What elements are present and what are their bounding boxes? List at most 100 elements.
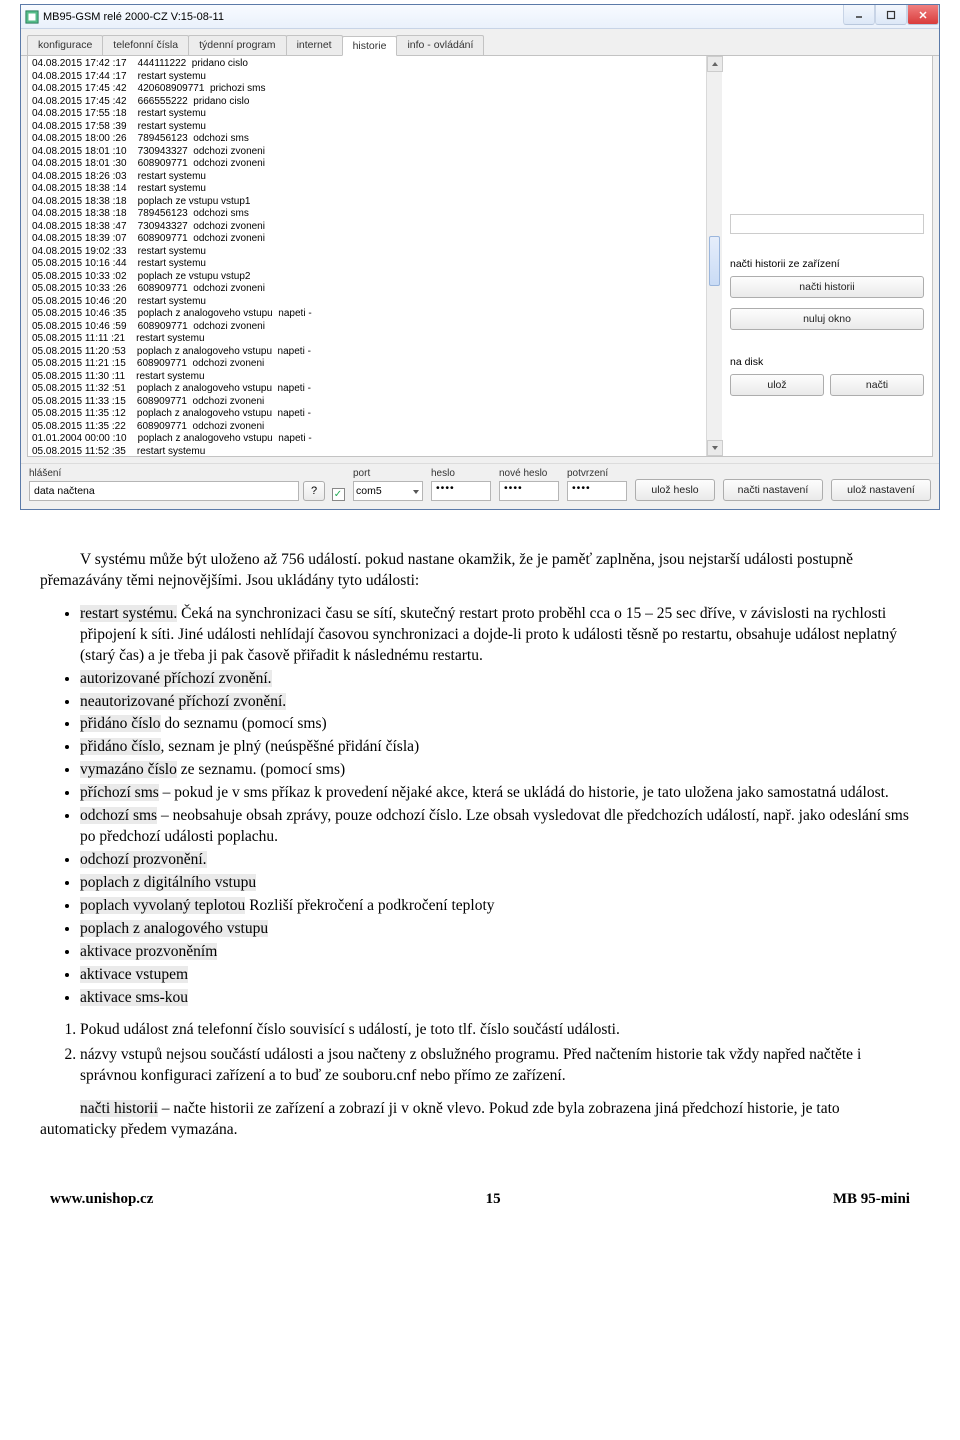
tab-tydenni-program[interactable]: týdenní program (188, 35, 286, 55)
load-button[interactable]: načti (830, 374, 924, 396)
log-line: 05.08.2015 11:20 :53 poplach z analogove… (32, 346, 702, 359)
port-checkbox[interactable] (332, 488, 345, 501)
history-from-device-label: načti historii ze zařízení (730, 258, 924, 270)
log-line: 05.08.2015 10:33 :02 poplach ze vstupu v… (32, 271, 702, 284)
tab-historie[interactable]: historie (342, 36, 398, 56)
bottom-bar: hlášení ? port com5 heslo •••• (21, 463, 939, 509)
log-line: 04.08.2015 18:01 :30 608909771 odchozi z… (32, 158, 702, 171)
list-item-rest: – pokud je v sms příkaz k provedení něja… (159, 784, 889, 801)
hlaseni-input[interactable] (29, 481, 299, 501)
maximize-button[interactable] (875, 5, 907, 25)
log-scrollbar[interactable] (706, 56, 722, 456)
log-line: 05.08.2015 11:21 :15 608909771 odchozi z… (32, 358, 702, 371)
uloz-nastaveni-button[interactable]: ulož nastavení (831, 479, 931, 501)
log-line: 04.08.2015 17:58 :39 restart systemu (32, 121, 702, 134)
highlight-term: poplach vyvolaný teplotou (80, 897, 245, 914)
potvrzeni-input[interactable]: •••• (567, 481, 627, 501)
log-line: 05.08.2015 11:11 :21 restart systemu (32, 333, 702, 346)
list-item: neautorizované příchozí zvonění. (80, 692, 920, 713)
list-item: poplach z digitálního vstupu (80, 873, 920, 894)
tab-konfigurace[interactable]: konfigurace (27, 35, 103, 55)
titlebar: MB95-GSM relé 2000-CZ V:15-08-11 (21, 5, 939, 29)
highlight-term: poplach z analogového vstupu (80, 920, 268, 937)
log-line: 04.08.2015 18:38 :47 730943327 odchozi z… (32, 221, 702, 234)
document-body: V systému může být uloženo až 756 událos… (40, 550, 920, 1141)
to-disk-label: na disk (730, 356, 924, 368)
doc-para-nacti-historii: načti historii – načte historii ze zaříz… (40, 1099, 920, 1141)
log-line: 04.08.2015 19:02 :33 restart systemu (32, 246, 702, 259)
scroll-down-icon[interactable] (707, 440, 723, 456)
log-line: 04.08.2015 18:01 :10 730943327 odchozi z… (32, 146, 702, 159)
footer-right: MB 95-mini (833, 1191, 910, 1208)
right-panel: načti historii ze zařízení načti histori… (722, 56, 932, 456)
nacti-nastaveni-button[interactable]: načti nastavení (723, 479, 823, 501)
tabstrip: konfigurace telefonní čísla týdenní prog… (21, 29, 939, 56)
list-item: vymazáno číslo ze seznamu. (pomocí sms) (80, 760, 920, 781)
footer-left: www.unishop.cz (50, 1191, 153, 1208)
heslo-label: heslo (431, 468, 491, 479)
clear-window-button[interactable]: nuluj okno (730, 308, 924, 330)
port-label: port (353, 468, 423, 479)
nove-heslo-label: nové heslo (499, 468, 559, 479)
tab-body-historie: 04.08.2015 17:42 :17 444111222 pridano c… (27, 56, 933, 457)
heslo-input[interactable]: •••• (431, 481, 491, 501)
tab-telefonni-cisla[interactable]: telefonní čísla (102, 35, 189, 55)
log-line: 04.08.2015 17:45 :42 666555222 pridano c… (32, 96, 702, 109)
close-button[interactable] (907, 5, 939, 25)
list-item: autorizované příchozí zvonění. (80, 669, 920, 690)
numbered-item: Pokud událost zná telefonní číslo souvis… (80, 1020, 920, 1041)
list-item-rest: Čeká na synchronizaci času se sítí, skut… (80, 605, 897, 664)
scroll-up-icon[interactable] (707, 56, 723, 72)
log-line: 04.08.2015 18:00 :26 789456123 odchozi s… (32, 133, 702, 146)
log-line: 05.08.2015 11:35 :22 608909771 odchozi z… (32, 421, 702, 434)
footer-center: 15 (486, 1191, 501, 1208)
doc-intro: V systému může být uloženo až 756 událos… (40, 550, 920, 592)
log-line: 05.08.2015 11:30 :11 restart systemu (32, 371, 702, 384)
list-item: přidáno číslo, seznam je plný (neúspěšné… (80, 737, 920, 758)
doc-numbered-list: Pokud událost zná telefonní číslo souvis… (80, 1020, 920, 1087)
highlight-term: odchozí prozvonění. (80, 851, 207, 868)
save-button[interactable]: ulož (730, 374, 824, 396)
list-item-rest: do seznamu (pomocí sms) (161, 715, 327, 732)
list-item: aktivace sms-kou (80, 988, 920, 1009)
list-item: restart systému. Čeká na synchronizaci č… (80, 604, 920, 667)
log-line: 04.08.2015 18:26 :03 restart systemu (32, 171, 702, 184)
highlight-term: aktivace vstupem (80, 966, 188, 983)
log-line: 04.08.2015 18:38 :14 restart systemu (32, 183, 702, 196)
log-line: 04.08.2015 18:38 :18 poplach ze vstupu v… (32, 196, 702, 209)
nove-heslo-input[interactable]: •••• (499, 481, 559, 501)
log-line: 05.08.2015 10:16 :44 restart systemu (32, 258, 702, 271)
history-log[interactable]: 04.08.2015 17:42 :17 444111222 pridano c… (28, 56, 706, 456)
log-line: 05.08.2015 10:46 :35 poplach z analogove… (32, 308, 702, 321)
log-line: 04.08.2015 18:38 :18 789456123 odchozi s… (32, 208, 702, 221)
list-item-rest: – neobsahuje obsah zprávy, pouze odchozí… (80, 807, 909, 845)
port-value: com5 (356, 485, 382, 497)
highlight-term: neautorizované příchozí zvonění. (80, 693, 286, 710)
log-line: 04.08.2015 17:44 :17 restart systemu (32, 71, 702, 84)
list-item: poplach z analogového vstupu (80, 919, 920, 940)
uloz-heslo-button[interactable]: ulož heslo (635, 479, 715, 501)
app-window: MB95-GSM relé 2000-CZ V:15-08-11 konfigu… (20, 4, 940, 510)
log-line: 04.08.2015 17:45 :42 420608909771 pricho… (32, 83, 702, 96)
load-history-button[interactable]: načti historii (730, 276, 924, 298)
log-line: 01.01.2004 00:00 :10 poplach z analogove… (32, 433, 702, 446)
log-line: 04.08.2015 18:39 :07 608909771 odchozi z… (32, 233, 702, 246)
page-footer: www.unishop.cz 15 MB 95-mini (50, 1191, 910, 1208)
highlight-term: aktivace prozvoněním (80, 943, 217, 960)
right-panel-input[interactable] (730, 214, 924, 234)
scroll-thumb[interactable] (709, 236, 720, 286)
tab-info-ovladani[interactable]: info - ovládání (396, 35, 484, 55)
port-select[interactable]: com5 (353, 481, 423, 501)
log-line: 05.08.2015 11:33 :15 608909771 odchozi z… (32, 396, 702, 409)
minimize-button[interactable] (843, 5, 875, 25)
log-line: 05.08.2015 11:52 :35 restart systemu (32, 446, 702, 457)
list-item-rest: , seznam je plný (neúspěšné přidání čísl… (161, 738, 420, 755)
nacti-historii-highlight: načti historii (80, 1100, 158, 1117)
highlight-term: odchozí sms (80, 807, 157, 824)
help-button[interactable]: ? (303, 481, 325, 501)
log-line: 04.08.2015 17:55 :18 restart systemu (32, 108, 702, 121)
highlight-term: příchozí sms (80, 784, 159, 801)
nacti-historii-rest: – načte historii ze zařízení a zobrazí j… (40, 1100, 840, 1138)
highlight-term: poplach z digitálního vstupu (80, 874, 256, 891)
tab-internet[interactable]: internet (286, 35, 343, 55)
